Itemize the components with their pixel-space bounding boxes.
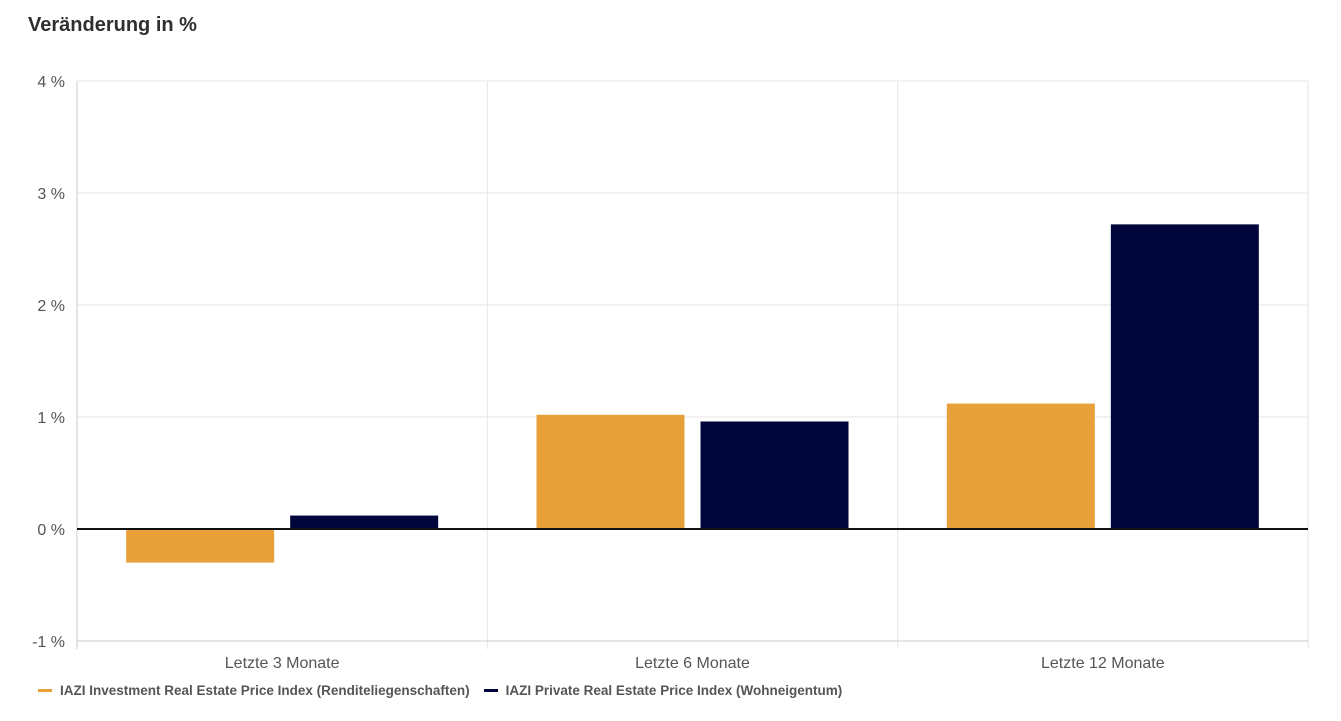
bar-investment-2 bbox=[536, 414, 685, 529]
legend-label-investment: IAZI Investment Real Estate Price Index … bbox=[60, 683, 470, 698]
legend-item-private[interactable]: IAZI Private Real Estate Price Index (Wo… bbox=[483, 683, 843, 698]
chart-title: Veränderung in % bbox=[28, 14, 197, 36]
y-tick-label: 2 % bbox=[37, 298, 65, 315]
legend-swatch-investment bbox=[38, 689, 52, 692]
y-tick-label: 3 % bbox=[37, 186, 65, 203]
x-tick-label: Letzte 12 Monate bbox=[1041, 655, 1165, 672]
x-tick-label: Letzte 3 Monate bbox=[225, 655, 340, 672]
y-tick-label: -1 % bbox=[32, 634, 65, 651]
legend-item-investment[interactable]: IAZI Investment Real Estate Price Index … bbox=[38, 683, 470, 698]
legend: IAZI Investment Real Estate Price Index … bbox=[38, 683, 842, 698]
x-tick-label: Letzte 6 Monate bbox=[635, 655, 750, 672]
y-tick-label: 0 % bbox=[37, 522, 65, 539]
legend-label-private: IAZI Private Real Estate Price Index (Wo… bbox=[505, 683, 843, 698]
bar-investment-3 bbox=[946, 403, 1095, 529]
y-tick-label: 4 % bbox=[37, 74, 65, 91]
y-tick-label: 1 % bbox=[37, 410, 65, 427]
bar-private-3 bbox=[1110, 224, 1259, 530]
bar-private-1 bbox=[290, 515, 439, 529]
bar-investment-1 bbox=[126, 529, 275, 563]
bar-private-2 bbox=[700, 421, 849, 529]
legend-swatch-private bbox=[483, 689, 498, 692]
